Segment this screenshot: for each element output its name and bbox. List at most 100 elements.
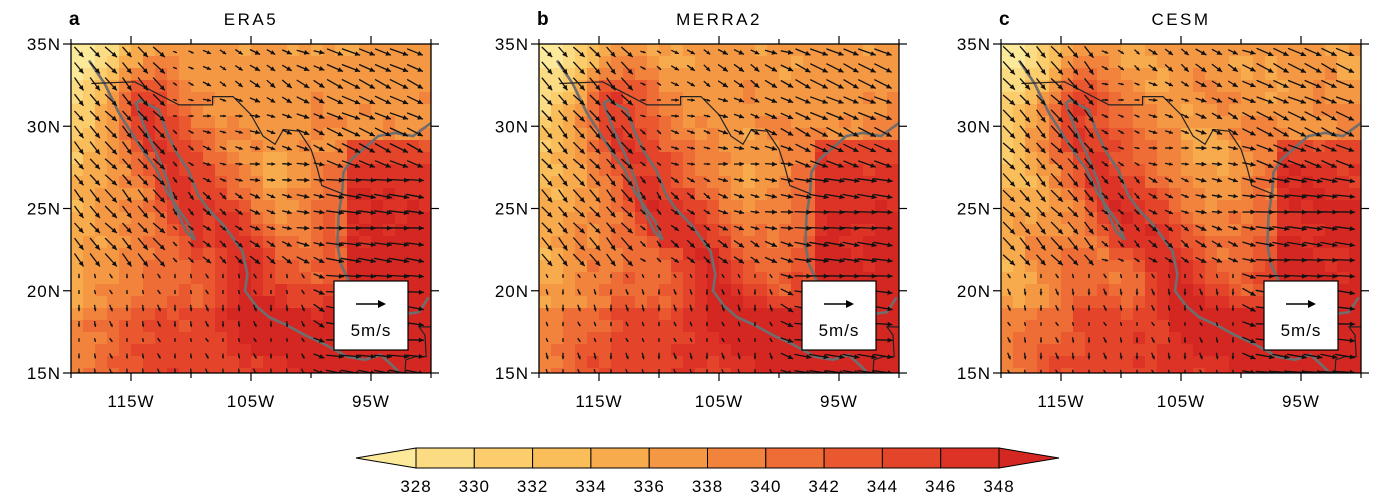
wind-arrowhead xyxy=(94,179,100,186)
wind-arrowhead xyxy=(805,162,811,168)
wind-arrowhead xyxy=(1040,52,1046,58)
wind-arrowhead xyxy=(1167,308,1171,311)
reference-label: 5m/s xyxy=(351,321,392,340)
wind-arrowhead xyxy=(852,115,859,120)
wind-arrowhead xyxy=(595,133,601,139)
wind-arrowhead xyxy=(93,308,97,312)
lat-label: 30N xyxy=(957,117,991,136)
wind-arrowhead xyxy=(595,245,601,251)
wind-arrowhead xyxy=(189,356,193,359)
wind-arrowhead xyxy=(1216,66,1223,72)
wind-arrowhead xyxy=(1072,259,1078,266)
wind-arrowhead xyxy=(303,50,310,55)
wind-arrowhead xyxy=(674,82,679,86)
wind-arrow xyxy=(625,368,629,373)
wind-arrowhead xyxy=(1104,130,1109,135)
border-guatemala xyxy=(872,326,899,373)
wind-arrowhead xyxy=(142,212,148,218)
wind-arrowhead xyxy=(237,258,243,264)
wind-arrowhead xyxy=(1120,258,1124,262)
wind-vectors xyxy=(541,46,893,373)
wind-arrowhead xyxy=(1216,114,1223,119)
panel-letter: a xyxy=(69,9,80,30)
wind-arrowhead xyxy=(1184,226,1189,231)
wind-arrowhead xyxy=(254,97,261,103)
wind-arrowhead xyxy=(1119,308,1123,311)
wind-arrowhead xyxy=(674,323,677,327)
wind-arrowhead xyxy=(304,177,310,183)
wind-arrowhead xyxy=(594,339,596,342)
wind-arrowhead xyxy=(111,85,117,91)
wind-arrowhead xyxy=(238,66,243,71)
wind-arrowhead xyxy=(110,291,113,294)
wind-arrowhead xyxy=(1200,242,1207,248)
wind-arrowhead xyxy=(1073,181,1078,187)
wind-arrowhead xyxy=(1151,355,1155,360)
wind-arrowhead xyxy=(546,51,553,57)
wind-arrowhead xyxy=(1088,116,1094,123)
wind-arrowhead xyxy=(1332,369,1338,373)
wind-arrowhead xyxy=(206,291,209,294)
wind-arrowhead xyxy=(562,260,568,266)
wind-arrowhead xyxy=(1104,146,1109,150)
wind-arrowhead xyxy=(706,98,711,102)
wind-arrowhead xyxy=(206,258,211,264)
wind-arrowhead xyxy=(1250,291,1256,296)
wind-arrowhead xyxy=(1215,356,1219,360)
wind-arrowhead xyxy=(239,162,243,166)
wind-arrowhead xyxy=(142,179,148,186)
wind-arrowhead xyxy=(189,324,193,327)
wind-arrowhead xyxy=(221,210,227,216)
wind-arrowhead xyxy=(318,241,325,247)
wind-arrowhead xyxy=(238,82,243,87)
wind-arrowhead xyxy=(1168,210,1173,214)
wind-arrowhead xyxy=(1331,131,1337,137)
wind-arrowhead xyxy=(174,340,176,342)
wind-arrowhead xyxy=(754,276,756,278)
wind-arrowhead xyxy=(674,339,677,342)
wind-arrowhead xyxy=(870,51,876,56)
lat-label: 25N xyxy=(495,200,529,219)
wind-arrowhead xyxy=(94,197,100,203)
wind-arrowhead xyxy=(1183,356,1187,360)
wind-arrowhead xyxy=(1168,82,1173,86)
wind-arrowhead xyxy=(1184,114,1189,118)
wind-arrowhead xyxy=(610,211,616,218)
wind-arrowhead xyxy=(174,83,177,86)
wind-arrowhead xyxy=(318,258,325,263)
wind-arrowhead xyxy=(370,370,375,373)
wind-arrowhead xyxy=(142,276,144,279)
wind-arrowhead xyxy=(385,84,391,89)
wind-arrowhead xyxy=(369,163,375,168)
wind-arrowhead xyxy=(78,244,84,250)
wind-arrowhead xyxy=(609,356,613,360)
wind-arrowhead xyxy=(839,273,845,279)
wind-arrowhead xyxy=(627,228,633,234)
wind-arrowhead xyxy=(658,163,661,166)
wind-arrowhead xyxy=(207,114,211,118)
wind-arrowhead xyxy=(386,258,392,264)
wind-arrowhead xyxy=(886,51,892,56)
wind-vectors xyxy=(73,46,425,373)
wind-arrowhead xyxy=(1168,130,1173,134)
wind-arrowhead xyxy=(1087,356,1091,360)
wind-arrowhead xyxy=(77,324,81,327)
lon-label: 115W xyxy=(107,392,154,411)
wind-arrowhead xyxy=(755,178,760,182)
wind-arrowhead xyxy=(1200,97,1207,103)
wind-arrowhead xyxy=(338,210,344,215)
wind-arrowhead xyxy=(1040,147,1046,154)
wind-arrowhead xyxy=(1215,308,1219,311)
wind-arrowhead xyxy=(1250,193,1256,199)
wind-arrowhead xyxy=(1136,324,1138,326)
wind-arrow xyxy=(388,369,409,373)
wind-arrowhead xyxy=(370,210,376,215)
wind-arrowhead xyxy=(674,50,679,54)
wind-arrowhead xyxy=(1232,226,1238,231)
wind-arrowhead xyxy=(627,180,633,187)
wind-arrowhead xyxy=(737,291,741,295)
wind-arrowhead xyxy=(189,308,193,312)
wind-arrowhead xyxy=(1105,98,1109,102)
wind-arrowhead xyxy=(386,273,392,279)
coastline-pacific xyxy=(1017,59,1332,373)
